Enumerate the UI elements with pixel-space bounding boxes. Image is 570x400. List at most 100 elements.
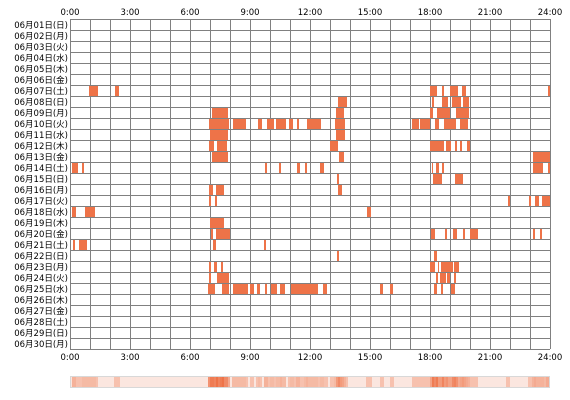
activity-cell	[213, 240, 216, 250]
activity-cell	[82, 163, 84, 173]
x-tick-label-top: 6:00	[180, 8, 199, 18]
activity-cell	[441, 262, 453, 272]
summary-strip-segment	[114, 376, 116, 388]
x-tick-label-bottom: 15:00	[358, 353, 383, 363]
activity-cell	[433, 174, 442, 184]
x-tick-label-top: 9:00	[240, 8, 259, 18]
summary-strip-segment	[92, 376, 94, 388]
summary-strip-segment	[434, 376, 436, 388]
summary-strip-segment	[82, 376, 84, 388]
activity-cell	[412, 119, 419, 129]
summary-strip-segment	[282, 376, 284, 388]
x-tick-label-bottom: 3:00	[120, 353, 139, 363]
summary-strip-segment	[412, 376, 414, 388]
row-label: 06月19日(木)	[14, 218, 68, 229]
row-label: 06月29日(日)	[14, 329, 68, 339]
activity-cell	[320, 163, 324, 173]
summary-strip-segment	[466, 376, 468, 388]
summary-strip-segment	[222, 376, 224, 388]
summary-strip-segment	[428, 376, 430, 388]
row-label: 06月01日(日)	[14, 21, 68, 31]
activity-cell	[85, 207, 95, 217]
activity-cell	[338, 185, 342, 195]
summary-strip-segment	[84, 376, 86, 388]
activity-cell	[209, 141, 214, 151]
activity-cell	[529, 196, 531, 206]
summary-strip-segment	[72, 376, 74, 388]
summary-strip-segment	[452, 376, 454, 388]
summary-strip-segment	[118, 376, 120, 388]
summary-strip-segment	[228, 376, 230, 388]
summary-strip-segment	[322, 376, 324, 388]
summary-strip-segment	[506, 376, 508, 388]
row-label: 06月23日(月)	[14, 263, 68, 273]
summary-strip-segment	[304, 376, 306, 388]
activity-cell	[211, 229, 213, 239]
activity-cell	[221, 262, 223, 272]
summary-strip-segment	[234, 376, 236, 388]
summary-strip-segment	[532, 376, 534, 388]
summary-strip-segment	[432, 376, 434, 388]
summary-strip-segment	[370, 376, 372, 388]
activity-cell	[267, 119, 274, 129]
activity-cell	[212, 108, 228, 118]
activity-cell	[430, 141, 444, 151]
activity-cells	[72, 86, 550, 294]
activity-cell	[265, 284, 267, 294]
summary-strip-segment	[90, 376, 92, 388]
activity-cell	[337, 251, 339, 261]
summary-strip-segment	[78, 376, 80, 388]
summary-strip-segment	[224, 376, 226, 388]
activity-cell	[444, 119, 456, 129]
activity-cell	[335, 119, 345, 129]
activity-cell	[454, 262, 459, 272]
row-label: 06月14日(土)	[14, 163, 68, 174]
summary-strip-segment	[288, 376, 290, 388]
summary-strip-segment	[390, 376, 392, 388]
row-label: 06月02日(月)	[14, 32, 68, 42]
summary-strip-segment	[256, 376, 258, 388]
summary-strip-segment	[542, 376, 544, 388]
row-label: 06月18日(水)	[14, 207, 68, 218]
activity-cell	[257, 284, 260, 294]
activity-cell	[209, 262, 211, 272]
summary-strip-segment	[426, 376, 428, 388]
activity-cell	[431, 229, 435, 239]
activity-cell	[540, 229, 542, 239]
summary-strip-segment	[450, 376, 452, 388]
summary-strip-segment	[218, 376, 220, 388]
summary-strip-segment	[456, 376, 458, 388]
summary-strip-segment	[264, 376, 266, 388]
row-label: 06月09日(月)	[14, 109, 68, 119]
summary-strip-segment	[302, 376, 304, 388]
activity-cell	[280, 284, 285, 294]
summary-strip-segment	[270, 376, 272, 388]
x-tick-label-top: 15:00	[358, 8, 383, 18]
summary-strip-segment	[546, 376, 548, 388]
activity-cell	[548, 163, 550, 173]
summary-strip-segment	[88, 376, 90, 388]
activity-cell	[390, 284, 393, 294]
summary-strip-segment	[116, 376, 118, 388]
row-label: 06月22日(日)	[14, 252, 68, 262]
summary-strip-segment	[226, 376, 228, 388]
activity-cell	[323, 284, 327, 294]
summary-strip-segment	[438, 376, 440, 388]
row-label: 06月03日(火)	[14, 43, 68, 53]
summary-strip-segment	[240, 376, 242, 388]
summary-strip-segment	[414, 376, 416, 388]
activity-cell	[442, 163, 444, 173]
summary-strip-segment	[214, 376, 216, 388]
activity-cell	[265, 163, 267, 173]
activity-cell	[279, 163, 281, 173]
activity-cell	[432, 97, 434, 107]
activity-cell	[210, 130, 228, 140]
summary-strip-segment	[476, 376, 478, 388]
x-tick-label-top: 0:00	[60, 8, 79, 18]
activity-cell	[250, 284, 254, 294]
activity-cell	[79, 240, 87, 250]
summary-strip-segment	[292, 376, 294, 388]
summary-strip-segment	[216, 376, 218, 388]
summary-strip-segment	[540, 376, 542, 388]
